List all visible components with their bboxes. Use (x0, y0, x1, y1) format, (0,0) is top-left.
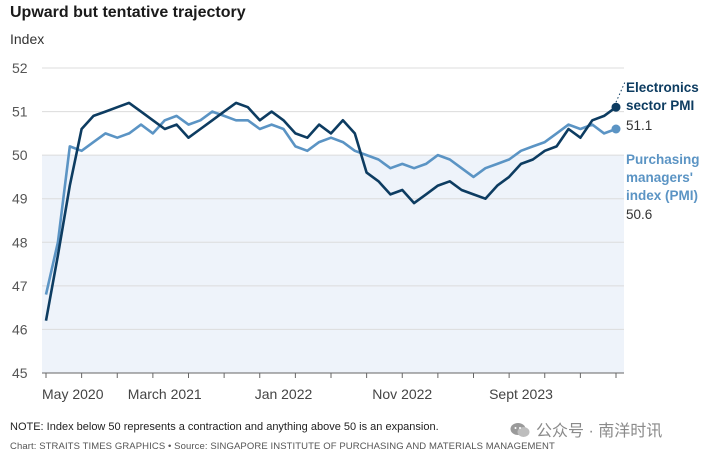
pmi-series-label: Purchasing (626, 152, 700, 167)
y-axis-unit-label: Index (10, 31, 45, 47)
x-tick-label: March 2021 (128, 386, 202, 402)
x-tick-label: Jan 2022 (255, 386, 313, 402)
line-chart: 45 46 47 48 49 50 51 52 May 2020 March 2021 Jan 20… (12, 60, 700, 402)
electronics-value-label: 51.1 (626, 118, 652, 133)
y-tick-label: 47 (12, 278, 28, 294)
chart-note: NOTE: Index below 50 represents a contra… (10, 421, 439, 433)
pmi-series-label: index (PMI) (626, 188, 698, 203)
chart-credit: Chart: STRAITS TIMES GRAPHICS • Source: … (10, 441, 555, 452)
y-tick-label: 49 (12, 191, 28, 207)
contraction-shade (42, 155, 624, 373)
x-tick-label: Nov 2022 (372, 386, 432, 402)
chart-title: Upward but tentative trajectory (10, 4, 246, 21)
electronics-pmi-line (44, 101, 617, 321)
watermark-text: 公众号 · 南洋时讯 (536, 423, 663, 440)
watermark: 公众号 · 南洋时讯 (510, 417, 662, 441)
pmi-line (44, 110, 617, 295)
y-tick-label: 46 (12, 321, 28, 337)
pmi-end-point (611, 124, 621, 134)
y-tick-label: 45 (12, 365, 28, 381)
electronics-series-label: sector PMI (626, 98, 694, 113)
electronics-leader-line (615, 81, 626, 103)
pmi-value-label: 50.6 (626, 207, 652, 222)
electronics-end-point (611, 102, 621, 112)
y-tick-label: 50 (12, 147, 28, 163)
x-tick-label: May 2020 (42, 386, 104, 402)
electronics-series-label: Electronics (626, 80, 699, 95)
wechat-icon (510, 423, 530, 437)
y-tick-label: 52 (12, 60, 28, 76)
y-tick-label: 48 (12, 234, 28, 250)
y-tick-label: 51 (12, 104, 28, 120)
x-tick-label: Sept 2023 (489, 386, 553, 402)
pmi-series-label: managers' (626, 170, 693, 185)
